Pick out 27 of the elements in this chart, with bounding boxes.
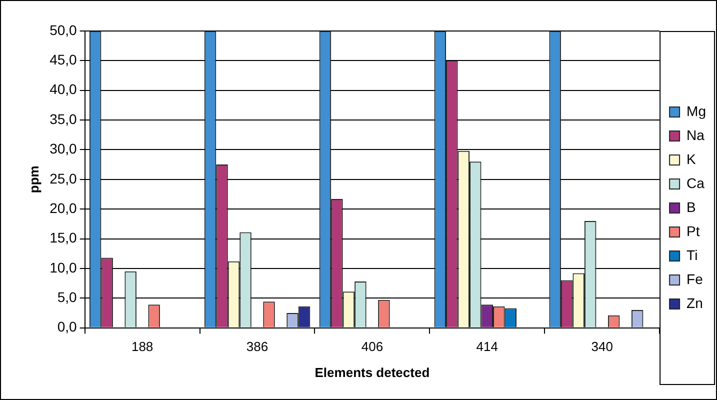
y-tick-label: 45,0 — [50, 52, 78, 68]
legend-label: Ca — [686, 174, 705, 191]
legend-label: Pt — [686, 222, 700, 239]
legend-label: Mg — [686, 102, 706, 119]
y-tick-label: 10,0 — [50, 259, 78, 276]
y-tick-label: 30,0 — [50, 140, 78, 157]
legend-label: Fe — [686, 270, 704, 287]
y-axis-title: ppm — [26, 166, 42, 194]
legend-label: Zn — [686, 294, 703, 311]
x-tick-label: 188 — [131, 339, 154, 354]
y-tick-label: 15,0 — [50, 230, 78, 246]
legend-label: Ti — [686, 246, 698, 263]
x-tick-label: 406 — [361, 339, 384, 354]
y-tick-label: 5,0 — [57, 288, 78, 305]
y-tick-label: 0,0 — [57, 318, 78, 335]
x-tick-label: 386 — [246, 339, 268, 354]
legend-label: K — [686, 150, 697, 167]
legend-label: Na — [686, 126, 705, 143]
y-tick-label: 35,0 — [50, 110, 78, 127]
y-tick-label: 25,0 — [50, 170, 78, 186]
y-tick-label: 50,0 — [50, 22, 78, 38]
y-tick-label: 40,0 — [50, 81, 78, 98]
y-tick-label: 20,0 — [50, 200, 78, 216]
x-tick-label: 414 — [476, 339, 498, 354]
x-axis-title: Elements detected — [314, 364, 430, 380]
legend-label: B — [686, 198, 696, 215]
x-tick-label: 340 — [591, 339, 613, 354]
